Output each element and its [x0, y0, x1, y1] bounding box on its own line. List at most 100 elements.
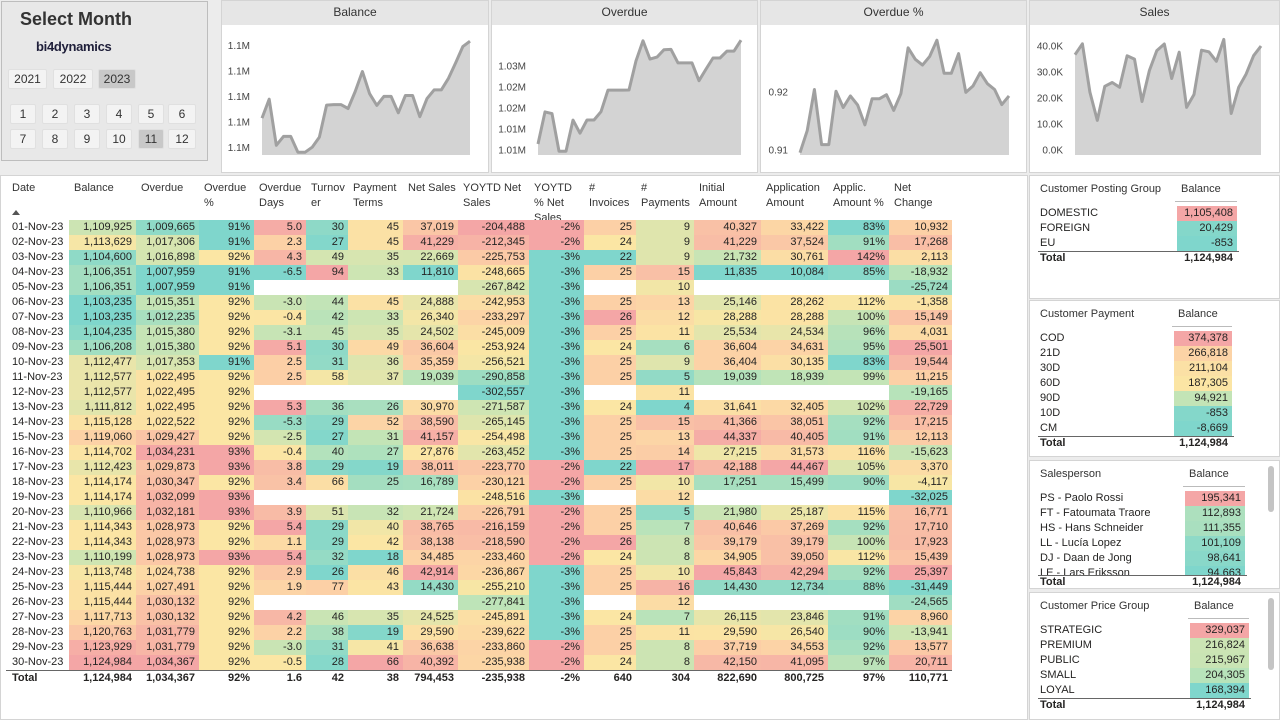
table-cell: 33	[348, 265, 403, 280]
table-cell: 1,028,973	[136, 535, 199, 550]
year-button[interactable]: 2021	[8, 69, 47, 89]
table-cell: 25	[584, 445, 636, 460]
area	[1075, 39, 1261, 155]
table-cell: 1,119,060	[69, 430, 136, 445]
chart-title: Overdue	[492, 1, 757, 25]
table-cell: 27	[348, 445, 403, 460]
total-cell: 794,453	[414, 672, 454, 684]
table-cell: 31	[348, 430, 403, 445]
table-cell: 25	[584, 355, 636, 370]
month-button[interactable]: 11	[138, 129, 164, 149]
line	[260, 40, 471, 154]
month-button[interactable]: 7	[10, 129, 36, 149]
total-cell: 110,771	[908, 672, 948, 684]
month-button[interactable]: 12	[168, 129, 196, 149]
table-cell: -2%	[529, 640, 584, 655]
table-cell: 1,015,380	[136, 325, 199, 340]
table-cell: -245,009	[458, 325, 529, 340]
table-cell: 34,905	[694, 550, 761, 565]
table-cell: 42,150	[694, 655, 761, 670]
table-cell: 92%	[199, 385, 254, 400]
table-cell: 14-Nov-23	[12, 416, 64, 428]
table-cell: -233,860	[458, 640, 529, 655]
row-value: 101,109	[1185, 536, 1245, 551]
table-cell: 25	[584, 580, 636, 595]
table-cell: -15,623	[889, 445, 952, 460]
table-cell: 19	[348, 625, 403, 640]
table-cell: 24	[584, 340, 636, 355]
table-cell: 21,724	[403, 505, 458, 520]
table-cell: 92%	[199, 535, 254, 550]
month-button[interactable]: 9	[74, 129, 100, 149]
table-cell: 09-Nov-23	[12, 341, 64, 353]
table-cell: 15-Nov-23	[12, 431, 64, 443]
table-cell: 22	[584, 460, 636, 475]
table-cell: 3.4	[254, 475, 306, 490]
table-cell: -204,488	[458, 220, 529, 235]
table-cell: 116%	[828, 445, 889, 460]
table-cell: 25	[584, 520, 636, 535]
month-button[interactable]: 1	[10, 104, 36, 124]
table-cell: 05-Nov-23	[12, 281, 64, 293]
table-cell: -2%	[529, 520, 584, 535]
table-cell: 28	[306, 655, 348, 670]
header-underline	[1172, 326, 1232, 327]
table-cell: 1,007,959	[136, 280, 199, 295]
table-cell: 13,577	[889, 640, 952, 655]
table-cell: 22,669	[403, 250, 458, 265]
table-cell: 26	[306, 565, 348, 580]
table-cell: 92%	[199, 340, 254, 355]
table-cell: 92%	[828, 640, 889, 655]
table-cell: -248,516	[458, 490, 529, 505]
month-button[interactable]: 8	[42, 129, 68, 149]
table-cell: 92%	[199, 250, 254, 265]
table-cell: 27-Nov-23	[12, 611, 64, 623]
table-cell: 22,729	[889, 400, 952, 415]
table-cell: -3.0	[254, 295, 306, 310]
total-value: 1,124,984	[1179, 437, 1228, 449]
table-cell: 17,710	[889, 520, 952, 535]
table-cell: 5.0	[254, 220, 306, 235]
month-button[interactable]: 5	[138, 104, 164, 124]
table-cell: 97%	[828, 655, 889, 670]
side-table-rows: DOMESTIC 1,105,408 FOREIGN 20,429 EU -853	[1030, 206, 1270, 251]
plot: 0.91 0.92	[769, 38, 1011, 157]
table-cell: 24	[584, 235, 636, 250]
month-button[interactable]: 2	[42, 104, 68, 124]
year-button[interactable]: 2023	[98, 69, 136, 89]
table-cell: 45,843	[694, 565, 761, 580]
table-cell: 42,188	[694, 460, 761, 475]
table-cell: 26	[584, 535, 636, 550]
table-cell: 1,022,522	[136, 415, 199, 430]
scrollbar[interactable]	[1268, 598, 1274, 670]
month-button[interactable]: 6	[168, 104, 196, 124]
table-cell: 93%	[199, 490, 254, 505]
side-table-column: Balance	[1181, 183, 1221, 195]
line	[1073, 37, 1263, 122]
table-cell: 1,029,873	[136, 460, 199, 475]
table-cell: 52	[348, 415, 403, 430]
table-cell: 18-Nov-23	[12, 476, 64, 488]
table-cell: 3.8	[254, 460, 306, 475]
row-value: 94,921	[1174, 391, 1232, 406]
table-cell: 23-Nov-23	[12, 551, 64, 563]
table-cell: 8	[636, 640, 694, 655]
year-button[interactable]: 2022	[53, 69, 93, 89]
table-cell: -3%	[529, 355, 584, 370]
table-cell: 21-Nov-23	[12, 521, 64, 533]
table-cell: 1,015,380	[136, 340, 199, 355]
month-button[interactable]: 3	[74, 104, 100, 124]
month-button[interactable]: 4	[106, 104, 132, 124]
row-label: PUBLIC	[1040, 654, 1080, 666]
row-label: 30D	[1040, 362, 1061, 374]
table-cell: 31	[306, 355, 348, 370]
row-value: 20,429	[1177, 221, 1237, 236]
table-cell: -2%	[529, 475, 584, 490]
table-cell: 16,789	[403, 475, 458, 490]
table-cell: 1,104,600	[69, 250, 136, 265]
table-cell: 40,646	[694, 520, 761, 535]
month-button[interactable]: 10	[106, 129, 132, 149]
scrollbar[interactable]	[1268, 466, 1274, 512]
table-cell: 11	[636, 385, 694, 400]
table-cell: 25	[584, 265, 636, 280]
